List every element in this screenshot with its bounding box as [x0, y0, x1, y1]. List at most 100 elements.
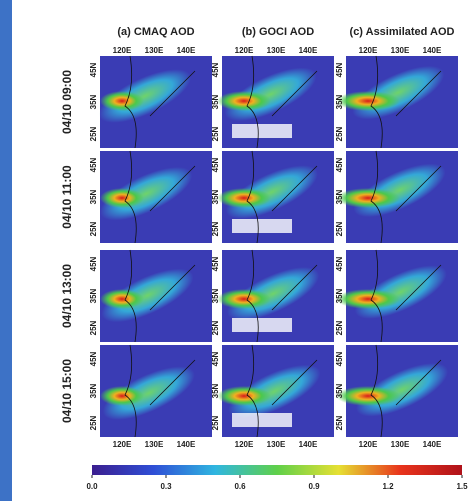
lat-label: 45N [211, 157, 220, 172]
lat-label: 25N [89, 221, 98, 236]
lat-label: 45N [211, 256, 220, 271]
lat-label: 25N [335, 415, 344, 430]
lat-label: 45N [89, 256, 98, 271]
aod-hotspot [217, 188, 271, 208]
coastline [246, 55, 318, 149]
lat-label: 45N [335, 157, 344, 172]
aod-hotspot [336, 188, 400, 208]
aod-hotspot [336, 386, 400, 406]
lat-label: 25N [211, 221, 220, 236]
lat-label: 35N [211, 189, 220, 204]
lon-label: 140E [177, 46, 196, 55]
colorbar [92, 465, 462, 475]
lat-label: 35N [335, 383, 344, 398]
map-panel [217, 249, 334, 343]
coastline [246, 150, 318, 244]
lon-label: 120E [359, 46, 378, 55]
map-panel [217, 55, 334, 149]
coastline [124, 249, 196, 343]
coastline [124, 150, 196, 244]
map-panel [336, 55, 458, 149]
aod-hotspot [100, 386, 144, 406]
aod-hotspot [100, 289, 144, 309]
lon-label: 130E [391, 440, 410, 449]
lat-label: 35N [89, 383, 98, 398]
aod-hotspot [100, 91, 144, 111]
lat-label: 25N [211, 415, 220, 430]
lat-label: 25N [335, 320, 344, 335]
map-panel [336, 150, 458, 244]
map-panel [217, 344, 334, 438]
coastline [370, 344, 442, 438]
lat-label: 25N [89, 126, 98, 141]
lon-label: 120E [113, 440, 132, 449]
lat-label: 25N [211, 320, 220, 335]
cloud-mask [232, 124, 292, 138]
coastline [246, 249, 318, 343]
lat-label: 45N [335, 351, 344, 366]
colorbar-tick-label: 0.3 [160, 482, 172, 491]
colorbar-tick-label: 0.0 [86, 482, 98, 491]
colorbar-tick-label: 0.9 [308, 482, 320, 491]
lon-label: 130E [391, 46, 410, 55]
aod-hotspot [336, 289, 400, 309]
map-panel [99, 55, 212, 149]
cloud-mask [232, 413, 292, 427]
colorbar-tick-label: 1.5 [456, 482, 468, 491]
map-panel [100, 150, 212, 244]
lat-label: 25N [89, 415, 98, 430]
lat-label: 35N [335, 189, 344, 204]
lat-label: 35N [335, 288, 344, 303]
lon-label: 140E [299, 46, 318, 55]
coastline [370, 249, 442, 343]
lat-label: 45N [211, 62, 220, 77]
map-panel [217, 150, 334, 244]
map-panel [336, 344, 458, 438]
lon-label: 130E [267, 440, 286, 449]
lat-label: 45N [89, 157, 98, 172]
lon-label: 140E [177, 440, 196, 449]
map-panel [336, 249, 458, 343]
row-label: 04/10 13:00 [60, 264, 74, 328]
lat-label: 45N [89, 62, 98, 77]
lon-label: 120E [235, 46, 254, 55]
lon-label: 130E [145, 46, 164, 55]
aod-hotspot [217, 386, 271, 406]
coastline [370, 55, 442, 149]
column-title: (c) Assimilated AOD [350, 26, 455, 38]
lat-label: 35N [89, 189, 98, 204]
column-title: (a) CMAQ AOD [117, 26, 194, 38]
aod-hotspot [217, 289, 271, 309]
lat-label: 35N [89, 94, 98, 109]
side-border [0, 0, 12, 501]
coastline [246, 344, 318, 438]
lon-label: 120E [113, 46, 132, 55]
coastline [370, 150, 442, 244]
lon-label: 140E [299, 440, 318, 449]
aod-hotspot [336, 91, 400, 111]
coastline [124, 344, 196, 438]
lat-label: 35N [335, 94, 344, 109]
lat-label: 35N [211, 288, 220, 303]
colorbar-tick-label: 0.6 [234, 482, 246, 491]
row-label: 04/10 09:00 [60, 70, 74, 134]
lat-label: 25N [211, 126, 220, 141]
row-label: 04/10 15:00 [60, 359, 74, 423]
lon-label: 140E [423, 440, 442, 449]
aod-plume [102, 366, 195, 420]
lon-label: 140E [423, 46, 442, 55]
row-label: 04/10 11:00 [60, 165, 74, 229]
lat-label: 25N [335, 126, 344, 141]
map-panel [100, 344, 212, 438]
map-panel [100, 249, 212, 343]
aod-hotspot [217, 91, 271, 111]
lat-label: 35N [211, 94, 220, 109]
aod-hotspot [100, 188, 144, 208]
lat-label: 45N [335, 62, 344, 77]
lon-label: 130E [267, 46, 286, 55]
lon-label: 130E [145, 440, 164, 449]
colorbar-tick-label: 1.2 [382, 482, 394, 491]
column-title: (b) GOCI AOD [242, 26, 314, 38]
lat-label: 45N [211, 351, 220, 366]
